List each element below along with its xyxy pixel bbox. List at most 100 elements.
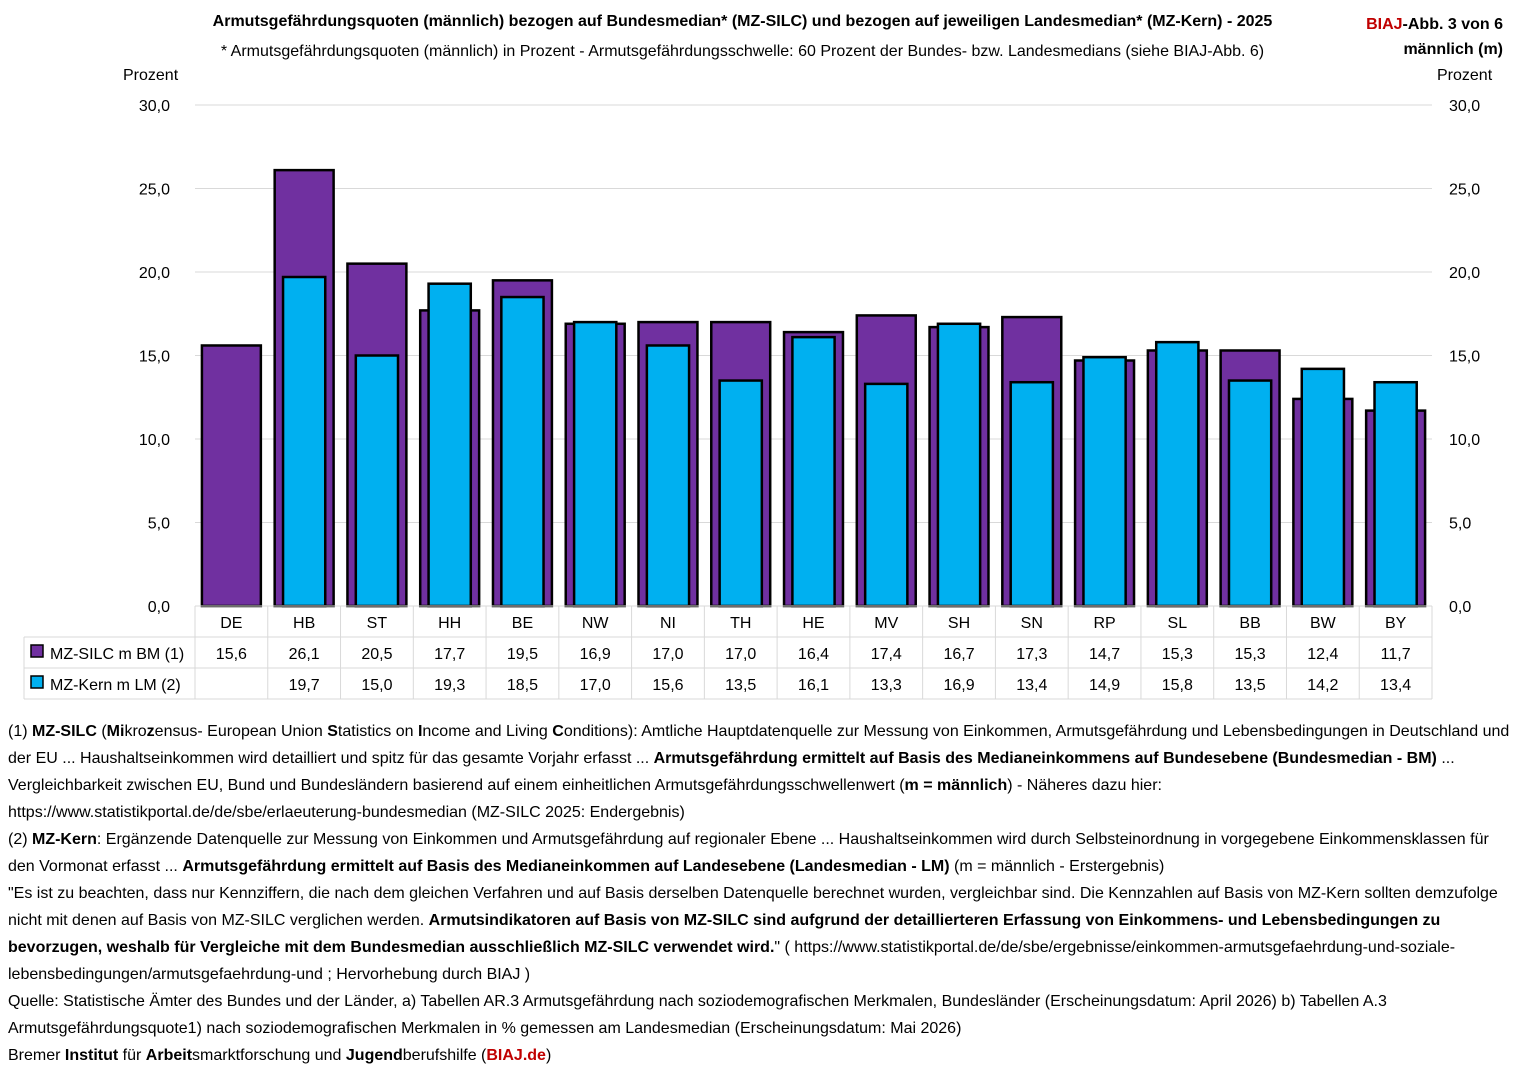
- note-mz-silc: (1) MZ-SILC (Mikrozensus- European Union…: [8, 723, 1510, 821]
- bar-mz-kern: [427, 282, 473, 608]
- x-tick-label: HE: [802, 615, 824, 632]
- data-label-mz-silc: 17,0: [725, 646, 756, 663]
- data-label-mz-silc: 12,4: [1307, 646, 1338, 663]
- bar-chart: 0,0 0,0 5,0 5,0 10,0 10,0 15,0 15,0 20,0 20,0 25,0…: [23, 98, 1480, 700]
- note-mz-kern: (2) MZ-Kern: Ergänzende Datenquelle zur …: [8, 831, 1489, 875]
- data-label-mz-silc: 26,1: [289, 646, 320, 663]
- data-label-mz-silc: 20,5: [361, 646, 392, 663]
- bar-mz-kern: [936, 322, 982, 608]
- x-tick-label: SN: [1021, 615, 1043, 632]
- bar-mz-silc: [200, 344, 263, 608]
- y-tick-label-left: 20,0: [139, 265, 170, 282]
- y-tick-label-left: 5,0: [148, 516, 170, 533]
- data-label-mz-silc: 16,4: [798, 646, 829, 663]
- data-label-mz-kern: 14,9: [1089, 677, 1120, 694]
- data-label-mz-silc: 11,7: [1381, 646, 1411, 663]
- y-tick-label-right: 0,0: [1449, 599, 1471, 616]
- y-tick-label-right: 20,0: [1449, 265, 1480, 282]
- y-tick-label-left: 0,0: [148, 599, 170, 616]
- data-label-mz-kern: 13,5: [725, 677, 756, 694]
- data-label-mz-kern: 14,2: [1307, 677, 1338, 694]
- x-tick-label: DE: [220, 615, 242, 632]
- x-tick-label: NW: [582, 615, 610, 632]
- x-tick-label: RP: [1093, 615, 1115, 632]
- data-label-mz-silc: 16,7: [943, 646, 974, 663]
- badge-brand: BIAJ: [1366, 16, 1403, 33]
- legend-mz-kern-label: MZ-Kern m LM (2): [50, 677, 181, 694]
- bar-mz-kern: [1300, 367, 1346, 608]
- x-tick-label: SL: [1168, 615, 1188, 632]
- y-tick-label-right: 15,0: [1449, 349, 1480, 366]
- x-tick-label: NI: [660, 615, 676, 632]
- y-axis-right-label: Prozent: [1437, 67, 1493, 84]
- data-label-mz-silc: 17,7: [434, 646, 465, 663]
- data-label-mz-kern: 13,4: [1380, 677, 1411, 694]
- footnotes: (1) MZ-SILC (Mikrozensus- European Union…: [8, 718, 1513, 1069]
- y-tick-label-left: 25,0: [139, 182, 170, 199]
- x-tick-label: ST: [367, 615, 388, 632]
- x-tick-label: BE: [512, 615, 533, 632]
- y-tick-label-left: 10,0: [139, 432, 170, 449]
- x-tick-label: HB: [293, 615, 315, 632]
- bar-mz-kern: [1373, 380, 1418, 608]
- y-tick-label-right: 30,0: [1449, 98, 1480, 115]
- data-label-mz-kern: 16,9: [943, 677, 974, 694]
- data-label-mz-silc: 17,0: [652, 646, 683, 663]
- x-tick-label: BY: [1385, 615, 1407, 632]
- figure-badge: BIAJ-Abb. 3 von 6 männlich (m): [1366, 12, 1503, 62]
- biaj-link[interactable]: BIAJ.de: [486, 1047, 546, 1064]
- x-tick-label: SH: [948, 615, 970, 632]
- x-tick-label: TH: [730, 615, 751, 632]
- bar-mz-kern: [645, 344, 691, 608]
- y-axis-left-label: Prozent: [123, 67, 179, 84]
- bar-mz-kern: [791, 335, 836, 608]
- bar-mz-kern: [281, 275, 327, 608]
- legend-mz-silc-swatch: [30, 644, 44, 658]
- data-label-mz-kern: 15,0: [361, 677, 392, 694]
- x-tick-label: MV: [874, 615, 898, 632]
- data-label-mz-kern: 15,8: [1162, 677, 1193, 694]
- data-label-mz-silc: 17,3: [1016, 646, 1047, 663]
- badge-gender: männlich (m): [1403, 41, 1503, 58]
- data-label-mz-kern: 17,0: [580, 677, 611, 694]
- data-label-mz-silc: 16,9: [580, 646, 611, 663]
- data-label-mz-silc: 15,3: [1162, 646, 1193, 663]
- x-tick-label: BW: [1310, 615, 1337, 632]
- y-tick-label-left: 15,0: [139, 349, 170, 366]
- note-footer: Bremer Institut für Arbeitsmarktforschun…: [8, 1047, 552, 1064]
- y-tick-label-left: 30,0: [139, 98, 170, 115]
- data-label-mz-kern: 19,7: [289, 677, 320, 694]
- bar-mz-kern: [572, 320, 618, 608]
- data-label-mz-kern: 13,4: [1016, 677, 1047, 694]
- data-label-mz-kern: 15,6: [652, 677, 683, 694]
- legend-mz-silc-label: MZ-SILC m BM (1): [50, 646, 184, 663]
- y-tick-label-right: 5,0: [1449, 516, 1471, 533]
- chart-title: Armutsgefährdungsquoten (männlich) bezog…: [212, 13, 1273, 30]
- data-label-mz-kern: 19,3: [434, 677, 465, 694]
- data-label-mz-silc: 17,4: [871, 646, 902, 663]
- data-label-mz-kern: 16,1: [798, 677, 829, 694]
- bar-mz-kern: [1154, 340, 1200, 608]
- data-label-mz-silc: 19,5: [507, 646, 538, 663]
- x-tick-label: BB: [1239, 615, 1260, 632]
- bar-mz-kern: [863, 382, 909, 608]
- bar-mz-kern: [354, 354, 400, 608]
- chart-subtitle: * Armutsgefährdungsquoten (männlich) in …: [220, 43, 1265, 60]
- data-label-mz-kern: 13,5: [1235, 677, 1266, 694]
- badge-figure-number: -Abb. 3 von 6: [1402, 16, 1503, 33]
- y-tick-label-right: 25,0: [1449, 182, 1480, 199]
- x-tick-label: HH: [438, 615, 461, 632]
- note-quote: "Es ist zu beachten, dass nur Kennziffer…: [8, 885, 1498, 983]
- data-label-mz-silc: 14,7: [1089, 646, 1120, 663]
- bar-mz-kern: [1009, 380, 1055, 608]
- note-source: Quelle: Statistische Ämter des Bundes un…: [8, 993, 1387, 1037]
- data-label-mz-kern: 18,5: [507, 677, 538, 694]
- data-label-mz-kern: 13,3: [871, 677, 902, 694]
- bar-mz-kern: [1082, 355, 1127, 608]
- bar-mz-kern: [1227, 379, 1273, 608]
- bar-mz-kern: [718, 379, 764, 608]
- legend-mz-kern-swatch: [30, 675, 44, 689]
- bar-mz-kern: [500, 295, 545, 608]
- data-label-mz-silc: 15,3: [1235, 646, 1266, 663]
- y-tick-label-right: 10,0: [1449, 432, 1480, 449]
